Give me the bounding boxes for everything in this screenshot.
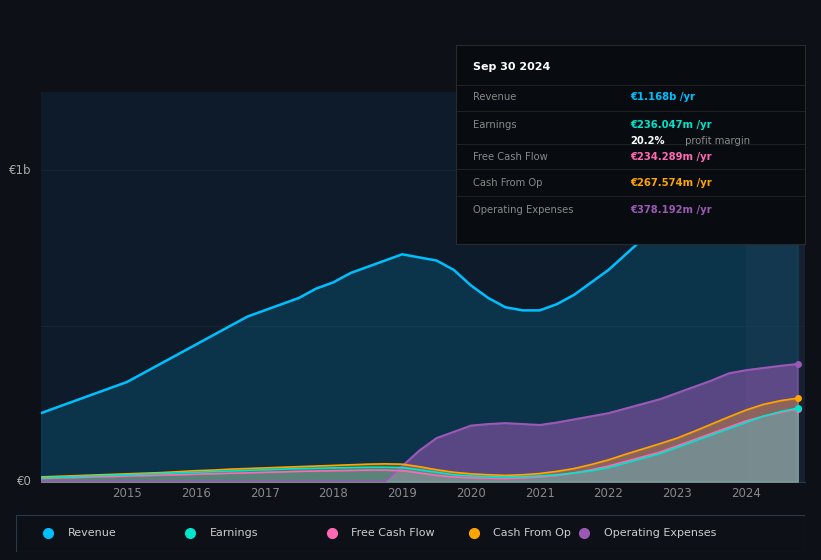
Text: €236.047m /yr: €236.047m /yr xyxy=(631,120,712,130)
Text: Cash From Op: Cash From Op xyxy=(473,178,543,188)
Text: Cash From Op: Cash From Op xyxy=(493,529,571,538)
Text: €1b: €1b xyxy=(9,164,32,177)
Text: Revenue: Revenue xyxy=(67,529,117,538)
Text: €0: €0 xyxy=(17,475,32,488)
Text: Earnings: Earnings xyxy=(209,529,258,538)
Text: €378.192m /yr: €378.192m /yr xyxy=(631,205,712,215)
Text: Sep 30 2024: Sep 30 2024 xyxy=(473,62,550,72)
Text: €267.574m /yr: €267.574m /yr xyxy=(631,178,712,188)
Text: profit margin: profit margin xyxy=(682,136,750,146)
Bar xyxy=(746,92,805,482)
Text: 20.2%: 20.2% xyxy=(631,136,665,146)
Text: €234.289m /yr: €234.289m /yr xyxy=(631,152,712,162)
Text: Operating Expenses: Operating Expenses xyxy=(473,205,574,215)
Text: Earnings: Earnings xyxy=(473,120,516,130)
Text: €1.168b /yr: €1.168b /yr xyxy=(631,92,695,102)
Text: Free Cash Flow: Free Cash Flow xyxy=(351,529,435,538)
Text: Operating Expenses: Operating Expenses xyxy=(603,529,716,538)
Text: Revenue: Revenue xyxy=(473,92,516,102)
Text: Free Cash Flow: Free Cash Flow xyxy=(473,152,548,162)
